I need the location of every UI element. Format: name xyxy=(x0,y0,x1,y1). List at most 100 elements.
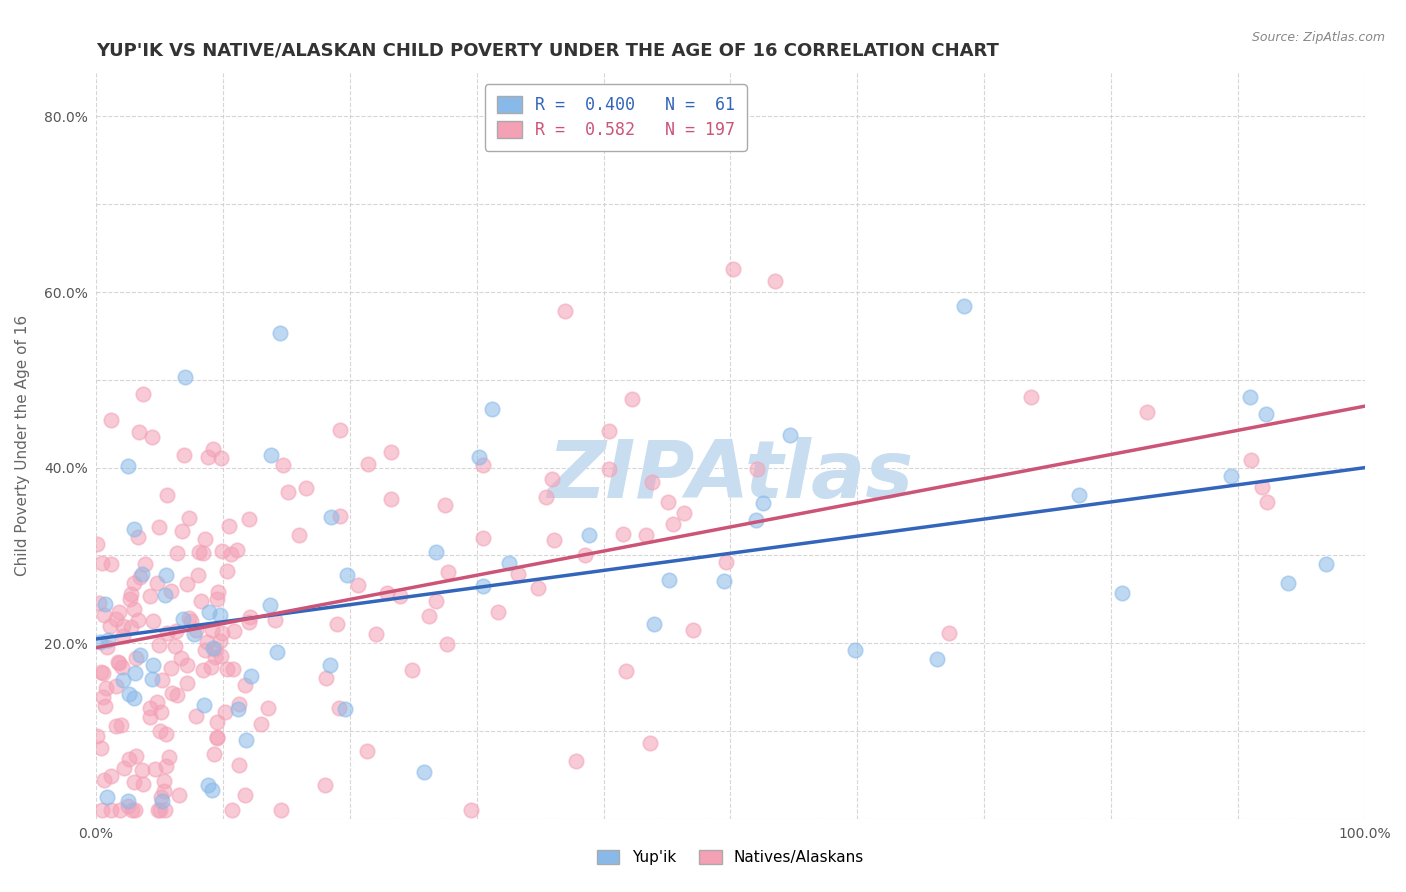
Point xyxy=(193,698,215,712)
Y-axis label: Child Poverty Under the Age of 16: Child Poverty Under the Age of 16 xyxy=(15,315,30,576)
Point xyxy=(221,803,243,817)
Point xyxy=(197,778,219,792)
Point xyxy=(86,730,108,744)
Point xyxy=(150,794,173,808)
Point xyxy=(141,430,163,444)
Point xyxy=(114,761,136,775)
Point xyxy=(155,568,177,582)
Point xyxy=(208,634,231,648)
Point xyxy=(357,457,380,471)
Point xyxy=(198,605,221,619)
Point xyxy=(187,545,209,559)
Point xyxy=(207,714,229,729)
Point xyxy=(176,577,198,591)
Point xyxy=(1111,586,1133,600)
Point xyxy=(100,769,122,783)
Point xyxy=(166,688,188,702)
Point xyxy=(641,475,664,489)
Point xyxy=(160,686,183,700)
Point xyxy=(194,532,217,546)
Point xyxy=(239,610,262,624)
Point xyxy=(218,519,240,533)
Point xyxy=(634,528,657,542)
Point xyxy=(155,726,177,740)
Point xyxy=(638,736,661,750)
Point xyxy=(152,784,174,798)
Point xyxy=(215,564,238,578)
Point xyxy=(160,584,183,599)
Point xyxy=(122,522,145,536)
Point xyxy=(191,546,214,560)
Point xyxy=(925,652,948,666)
Point xyxy=(201,783,224,797)
Point xyxy=(207,591,229,606)
Point xyxy=(844,642,866,657)
Point xyxy=(314,779,336,793)
Point xyxy=(149,724,172,739)
Point xyxy=(471,579,494,593)
Point xyxy=(97,633,120,648)
Point xyxy=(433,498,456,512)
Point xyxy=(150,673,173,688)
Point xyxy=(187,567,209,582)
Point xyxy=(418,609,440,624)
Point xyxy=(238,512,260,526)
Point xyxy=(117,687,139,701)
Point xyxy=(543,533,565,547)
Point xyxy=(752,496,775,510)
Point xyxy=(90,665,112,679)
Point xyxy=(91,690,114,704)
Point xyxy=(325,617,347,632)
Point xyxy=(125,748,148,763)
Point xyxy=(472,532,495,546)
Point xyxy=(93,607,115,622)
Point xyxy=(436,565,458,579)
Point xyxy=(157,749,180,764)
Point xyxy=(143,762,166,776)
Point xyxy=(200,660,222,674)
Point xyxy=(127,531,149,545)
Point xyxy=(201,442,224,457)
Point xyxy=(598,425,620,439)
Point xyxy=(205,731,228,745)
Point xyxy=(269,326,291,340)
Point xyxy=(226,543,249,558)
Point xyxy=(86,537,108,551)
Point xyxy=(222,624,245,638)
Point xyxy=(389,590,412,604)
Point xyxy=(173,448,195,462)
Point xyxy=(315,671,337,685)
Point xyxy=(209,450,232,465)
Point xyxy=(129,569,152,583)
Point xyxy=(96,790,118,805)
Point xyxy=(295,481,318,495)
Point xyxy=(380,491,402,506)
Point xyxy=(209,649,232,664)
Point xyxy=(118,752,141,766)
Point xyxy=(125,650,148,665)
Point xyxy=(643,617,665,632)
Point xyxy=(124,665,146,680)
Point xyxy=(425,594,447,608)
Point xyxy=(112,618,135,632)
Point xyxy=(612,527,634,541)
Point xyxy=(105,679,128,693)
Point xyxy=(124,803,146,817)
Point xyxy=(121,803,143,817)
Point xyxy=(460,803,482,817)
Point xyxy=(319,657,342,672)
Point xyxy=(202,747,225,761)
Point xyxy=(207,585,229,599)
Point xyxy=(167,788,190,802)
Legend: R =  0.400   N =  61, R =  0.582   N = 197: R = 0.400 N = 61, R = 0.582 N = 197 xyxy=(485,85,747,151)
Point xyxy=(110,803,132,817)
Point xyxy=(186,709,208,723)
Point xyxy=(180,614,202,628)
Point xyxy=(156,488,179,502)
Point xyxy=(107,655,129,669)
Point xyxy=(170,651,193,665)
Point xyxy=(288,528,311,542)
Point xyxy=(100,412,122,426)
Point xyxy=(228,758,250,772)
Point xyxy=(574,549,596,563)
